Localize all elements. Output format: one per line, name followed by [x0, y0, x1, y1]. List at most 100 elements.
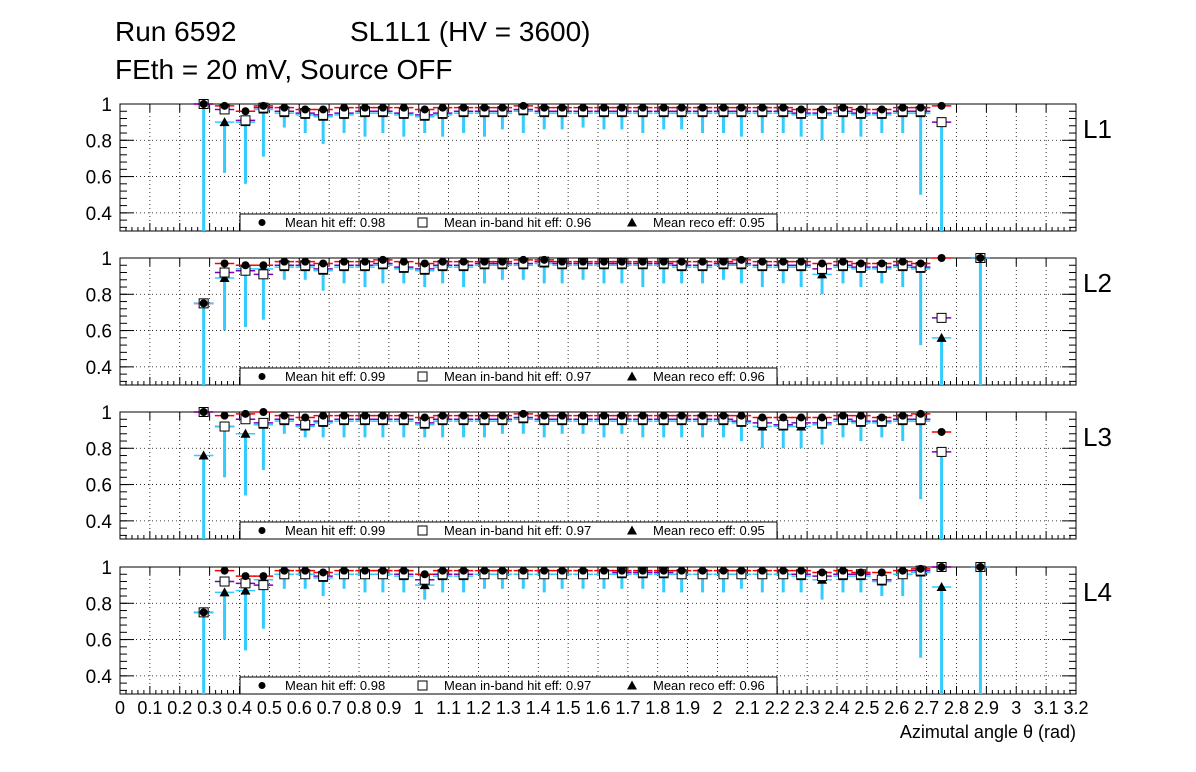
x-tick-label: 3	[1011, 698, 1021, 718]
reco-marker	[198, 450, 209, 460]
legend-inband-marker	[417, 525, 428, 536]
hit-marker	[659, 411, 668, 420]
x-tick-label: 3.2	[1063, 698, 1088, 718]
hit-marker	[319, 411, 328, 420]
x-tick-label: 0.2	[167, 698, 192, 718]
hit-marker	[199, 100, 208, 108]
hit-marker	[280, 103, 289, 112]
x-tick-label: 1.9	[675, 698, 700, 718]
hit-marker	[519, 409, 528, 418]
hit-marker	[797, 566, 806, 575]
reco-marker	[936, 332, 947, 342]
panel-l3: 0.4 0.6 0.8 1 L3 Mean hit eff: 0.99 Mean in-ba…	[86, 403, 1112, 540]
legend-inband-label: Mean in-band hit eff: 0.97	[444, 369, 591, 384]
panel-l2-ytick-label: 0.4	[86, 358, 113, 379]
hit-marker	[838, 411, 847, 420]
hit-marker	[259, 101, 268, 110]
panel-l1-legend-box	[239, 213, 778, 232]
panel-l2-legend: Mean hit eff: 0.99 Mean in-band hit eff: …	[239, 367, 778, 386]
inband-marker	[300, 419, 311, 430]
hit-marker	[779, 103, 788, 112]
hit-marker	[301, 257, 310, 266]
hit-marker	[480, 411, 489, 420]
hit-marker	[540, 255, 549, 264]
hit-marker	[838, 257, 847, 266]
hit-marker	[898, 411, 907, 420]
hit-marker	[856, 568, 865, 577]
run-title: Run 6592	[115, 16, 237, 47]
legend-hit-label: Mean hit eff: 0.99	[285, 369, 385, 384]
hit-marker	[659, 103, 668, 112]
panel-l1-ytick-label: 0.4	[86, 204, 113, 225]
hit-marker	[360, 566, 369, 575]
hit-marker	[301, 566, 310, 575]
hit-marker	[319, 259, 328, 268]
hit-marker	[698, 566, 707, 575]
hit-marker	[579, 566, 588, 575]
panel-l2-legend-box	[239, 367, 778, 386]
inband-marker	[936, 312, 947, 323]
hit-marker	[241, 261, 250, 270]
hit-marker	[937, 563, 946, 571]
hit-marker	[498, 103, 507, 112]
x-tick-label: 2	[712, 698, 722, 718]
legend-inband-marker	[417, 680, 428, 691]
hit-marker	[617, 257, 626, 266]
panel-l1-frame	[119, 103, 1077, 232]
hit-marker	[779, 257, 788, 266]
panel-l3-points	[193, 407, 952, 539]
x-tick-label: 0.1	[137, 698, 162, 718]
hit-marker	[856, 105, 865, 114]
hit-marker	[519, 255, 528, 264]
legend-inband-label: Mean in-band hit eff: 0.97	[444, 523, 591, 538]
x-tick-label: 0.7	[317, 698, 342, 718]
panel-l4-frame	[119, 566, 1077, 695]
hit-marker	[719, 411, 728, 420]
panel-l4-legend: Mean hit eff: 0.98 Mean in-band hit eff: …	[239, 676, 778, 695]
x-tick-label: 1.4	[526, 698, 551, 718]
hit-marker	[438, 103, 447, 112]
reco-marker	[219, 117, 230, 127]
hit-marker	[579, 411, 588, 420]
hit-marker	[378, 411, 387, 420]
legend-hit-marker	[258, 682, 266, 689]
hit-marker	[758, 103, 767, 112]
hit-marker	[719, 257, 728, 266]
hit-marker	[838, 566, 847, 575]
hit-marker	[259, 572, 268, 581]
hit-marker	[399, 566, 408, 575]
legend-reco-marker	[627, 371, 637, 381]
reco-marker	[219, 587, 230, 597]
hit-marker	[199, 299, 208, 308]
x-tick-label: 2.9	[974, 698, 999, 718]
hit-marker	[659, 566, 668, 575]
hit-marker	[498, 257, 507, 266]
hit-marker	[698, 103, 707, 112]
hit-marker	[420, 413, 429, 422]
hit-marker	[301, 413, 310, 422]
hit-marker	[340, 103, 349, 112]
hit-marker	[480, 566, 489, 575]
hit-marker	[280, 566, 289, 575]
hit-marker	[898, 103, 907, 112]
hit-marker	[719, 103, 728, 112]
hit-marker	[916, 259, 925, 268]
x-tick-label: 0.5	[257, 698, 282, 718]
panel-l3-ytick-label: 0.4	[86, 512, 113, 533]
x-tick-label: 2.5	[854, 698, 879, 718]
hit-marker	[420, 105, 429, 114]
conditions-title: FEth = 20 mV, Source OFF	[115, 54, 453, 85]
panel-l3-ytick-label: 0.8	[86, 439, 112, 460]
hit-marker	[420, 570, 429, 579]
hit-marker	[280, 411, 289, 420]
hit-marker	[838, 103, 847, 112]
hit-marker	[877, 413, 886, 422]
hit-marker	[937, 101, 946, 110]
hit-marker	[558, 566, 567, 575]
legend-hit-label: Mean hit eff: 0.98	[285, 215, 385, 230]
hit-marker	[599, 566, 608, 575]
hit-marker	[779, 566, 788, 575]
panel-l4-ytick-label: 0.6	[86, 631, 112, 652]
inband-marker	[240, 578, 251, 589]
